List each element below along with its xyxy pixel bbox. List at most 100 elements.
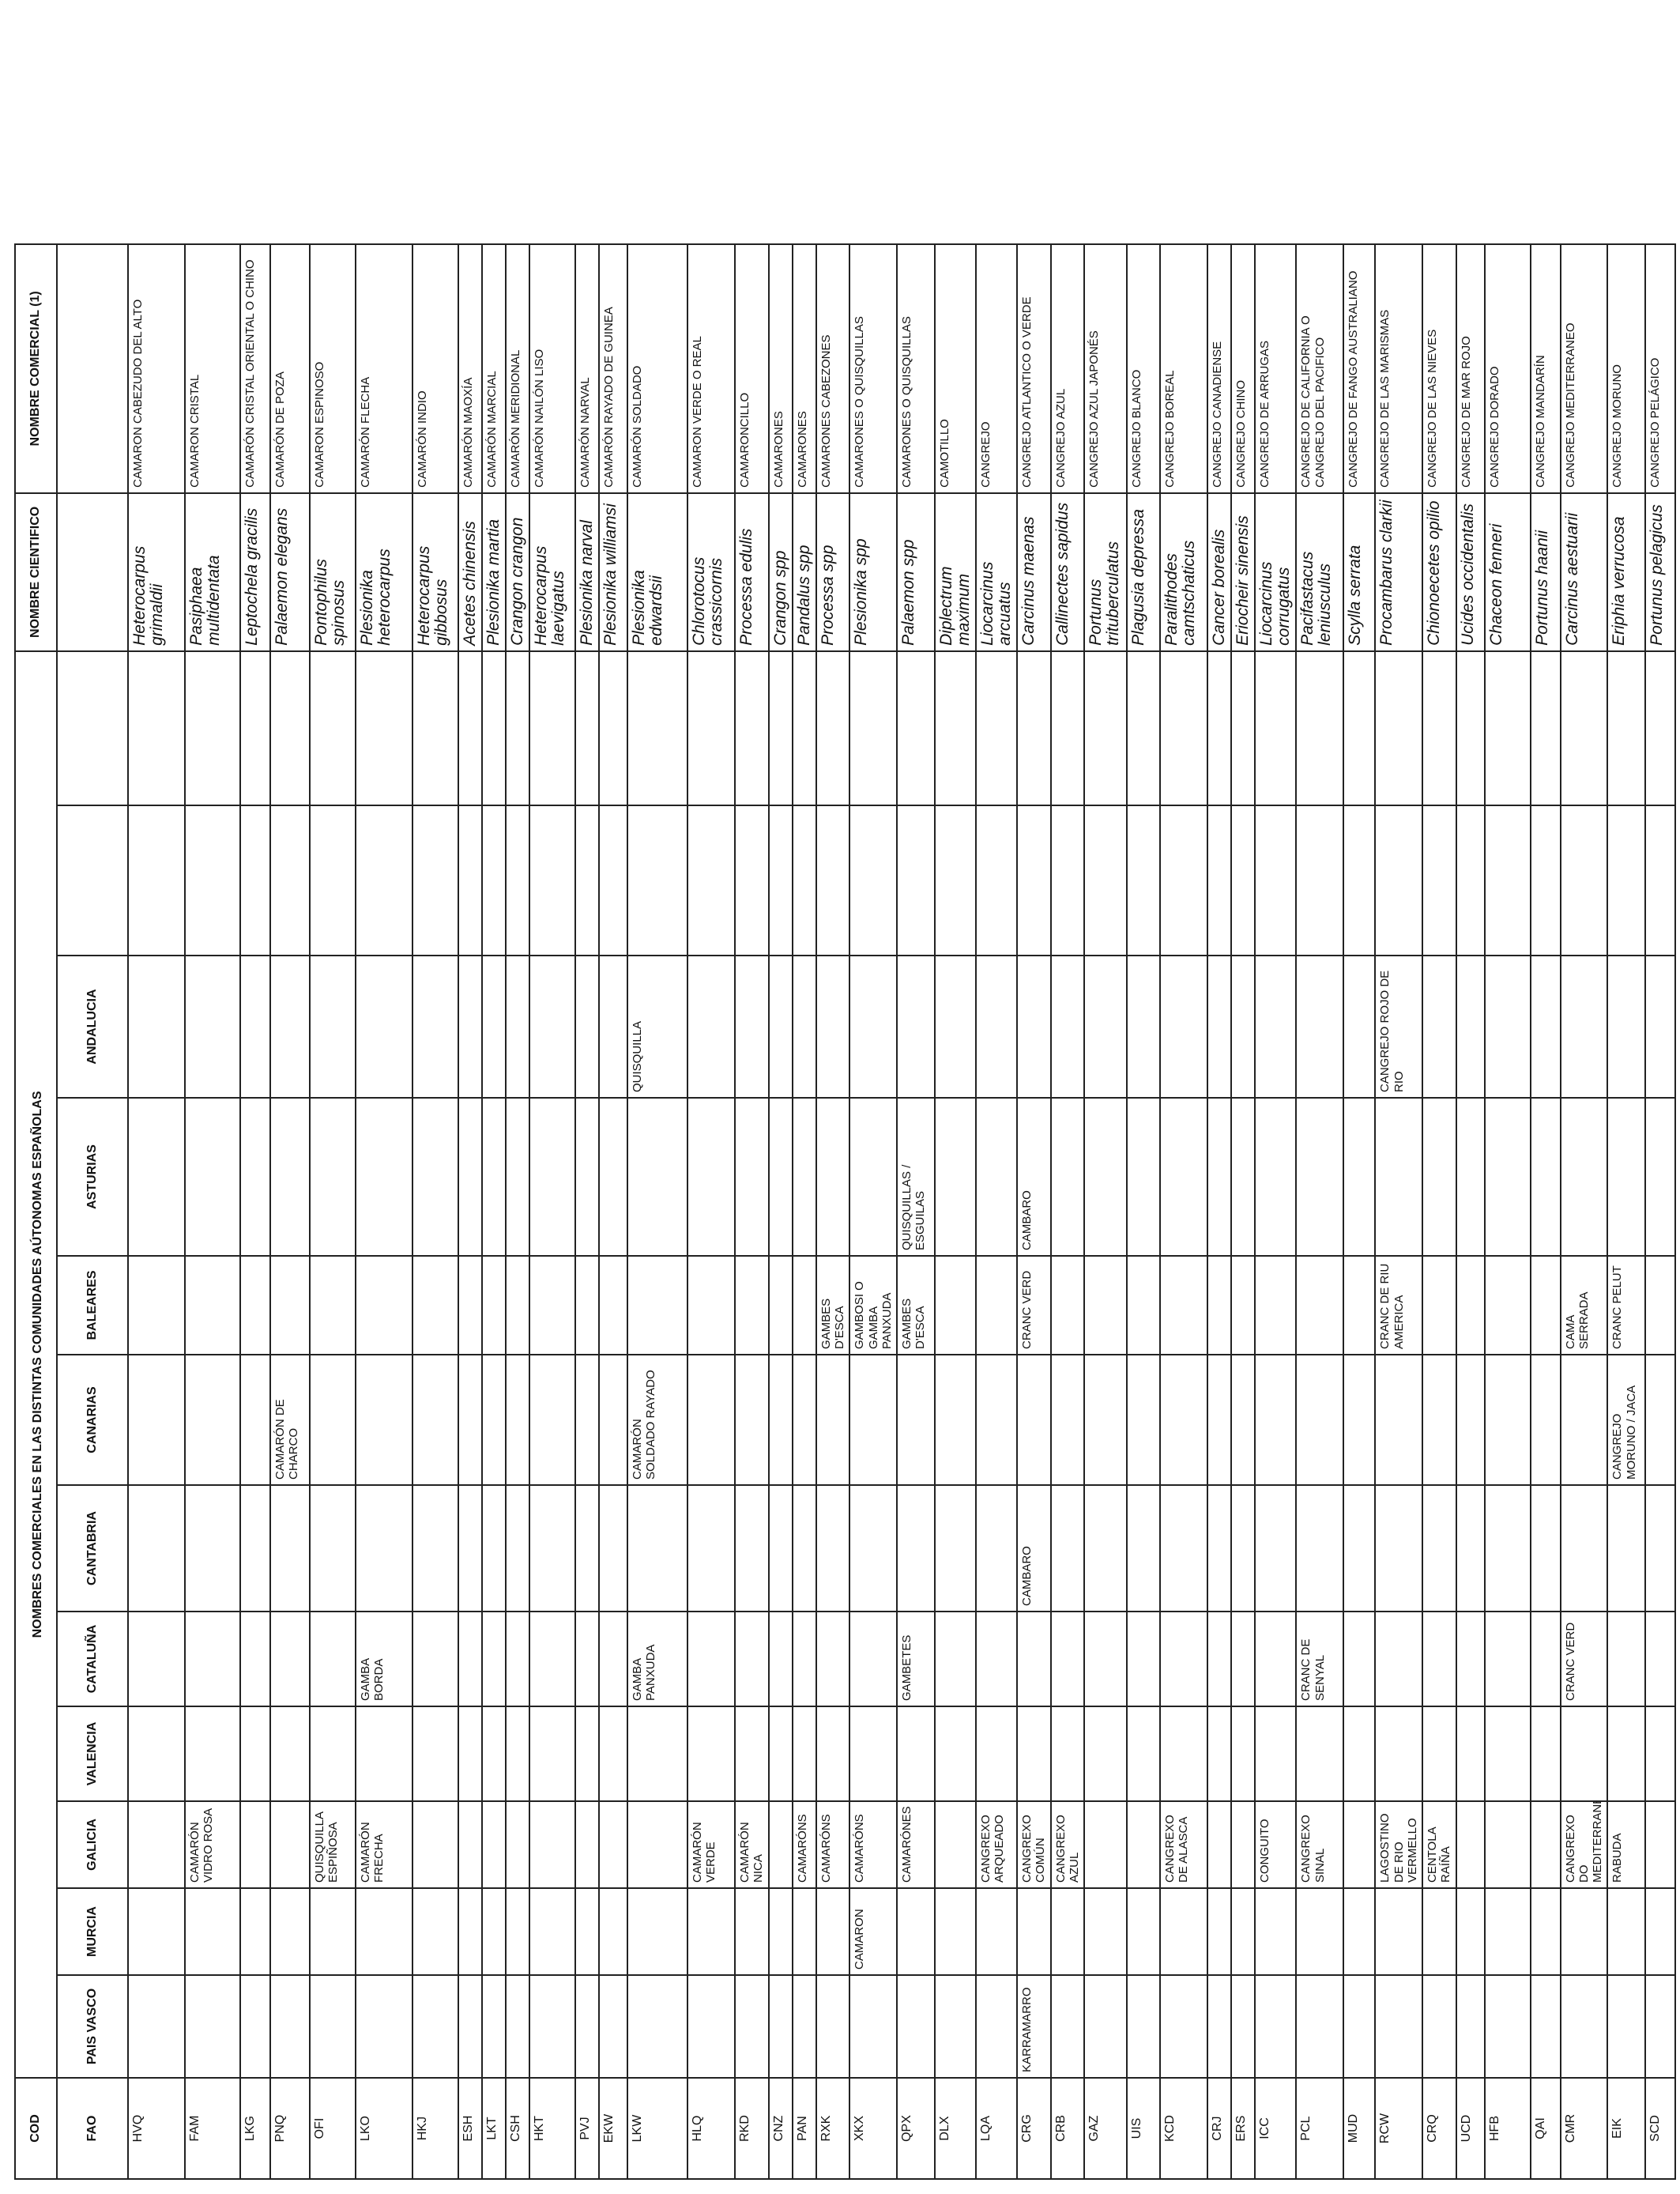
table-row: RXK CAMARÓNS GAMBES D'ESCA Processa spp CAMA…	[816, 0, 850, 2179]
spacer-cell	[575, 805, 600, 956]
regional-name-cell	[1560, 1098, 1608, 1256]
regional-name-cell	[412, 956, 458, 1098]
regional-name-cell: GAMBES D'ESCA	[897, 1256, 936, 1355]
regional-name-cell	[1456, 1975, 1485, 2078]
regional-name-cell	[1231, 1098, 1256, 1256]
scientific-name-cell: Plesionika martia	[482, 492, 507, 651]
regional-name-cell	[1645, 1256, 1676, 1355]
regional-name-cell	[935, 956, 977, 1098]
regional-name-cell: CAMARÓN DE CHARCO	[270, 1355, 310, 1485]
regional-name-cell	[1084, 1098, 1128, 1256]
regional-name-cell: CANGREXO ARQUEADO	[976, 1801, 1018, 1888]
regional-name-cell	[128, 1256, 185, 1355]
scientific-name-cell: Pasiphaea multidentata	[185, 492, 240, 651]
commercial-name-cell: CAMARONES	[792, 243, 816, 493]
regional-name-cell	[128, 1888, 185, 1975]
regional-name-cell	[1645, 1485, 1676, 1612]
regional-name-cell	[1607, 1098, 1646, 1256]
fao-code-cell: CSH	[506, 2078, 530, 2179]
regional-name-cell	[687, 1355, 736, 1485]
regional-name-cell	[458, 1355, 483, 1485]
spacer-cell	[240, 650, 270, 805]
regional-name-cell	[1160, 1098, 1208, 1256]
spacer-cell	[529, 805, 576, 956]
spacer-cell	[356, 805, 412, 956]
regional-name-cell	[1255, 1706, 1297, 1801]
regional-name-cell	[1160, 1888, 1208, 1975]
fao-code-cell: HKT	[529, 2078, 576, 2179]
spacer-cell	[1231, 805, 1256, 956]
header-scientific-spacer	[57, 492, 128, 651]
spacer-cell	[1375, 650, 1423, 805]
header-commercial-name: NOMBRE COMERCIAL (1)	[15, 243, 57, 493]
regional-name-cell	[506, 1355, 530, 1485]
regional-name-cell	[599, 1888, 628, 1975]
scientific-name-cell: Scylla serrata	[1343, 492, 1376, 651]
scientific-name-cell: Plesionika edwardsii	[627, 492, 688, 651]
regional-name-cell	[1231, 1256, 1256, 1355]
regional-name-cell	[627, 1801, 688, 1888]
spacer-cell	[976, 650, 1018, 805]
fao-code-cell: CRG	[1017, 2078, 1051, 2179]
regional-name-cell	[1127, 1706, 1161, 1801]
regional-name-cell	[1050, 1485, 1085, 1612]
regional-name-cell: LAGOSTINO DE RIO VERMELLO	[1375, 1801, 1423, 1888]
regional-name-cell	[1607, 1706, 1646, 1801]
regional-name-cell	[458, 1975, 483, 2078]
regional-name-cell	[1645, 1612, 1676, 1706]
header-region-cataluna: CATALUÑA	[57, 1612, 128, 1706]
regional-name-cell	[1127, 1888, 1161, 1975]
spacer-cell	[768, 805, 793, 956]
regional-name-cell	[1255, 1098, 1297, 1256]
regional-name-cell	[1343, 1612, 1376, 1706]
regional-name-cell	[735, 1975, 769, 2078]
scientific-name-cell: Liocarcinus corrugatus	[1255, 492, 1297, 651]
regional-name-cell	[1050, 1355, 1085, 1485]
regional-name-cell	[482, 1485, 507, 1612]
header-spacer-right	[57, 650, 128, 805]
spacer-cell	[816, 650, 850, 805]
regional-name-cell	[935, 1485, 977, 1612]
regional-name-cell	[506, 956, 530, 1098]
regional-name-cell	[1296, 1706, 1344, 1801]
regional-name-cell	[768, 1485, 793, 1612]
regional-name-cell	[1456, 1098, 1485, 1256]
table-row: LKG Leptochela gracilis CAMARÓN CRISTAL OR…	[240, 0, 270, 2179]
regional-name-cell	[1422, 1256, 1456, 1355]
scientific-name-cell: Procambarus clarkii	[1375, 492, 1423, 651]
regional-name-cell	[185, 1256, 240, 1355]
regional-name-cell	[270, 1975, 310, 2078]
regional-name-cell	[1343, 956, 1376, 1098]
regional-name-cell	[792, 1256, 816, 1355]
scientific-name-cell: Palaemon spp	[897, 492, 936, 651]
scientific-name-cell: Pacifastacus leniusculus	[1296, 492, 1344, 651]
table-row: OFI QUISQUILLA ESPIÑOSA Pontophilus spinos…	[310, 0, 356, 2179]
regional-name-cell	[1127, 956, 1161, 1098]
table-row: EIK RABUDA CANGREJO MORUNO / JACA CRANC PEL…	[1607, 0, 1646, 2179]
regional-name-cell	[482, 1098, 507, 1256]
regional-name-cell: GAMBES D'ESCA	[816, 1256, 850, 1355]
regional-name-cell	[506, 1485, 530, 1612]
regional-name-cell	[412, 1975, 458, 2078]
scientific-name-cell: Acetes chinensis	[458, 492, 483, 651]
regional-name-cell	[687, 1256, 736, 1355]
regional-name-cell	[687, 1888, 736, 1975]
regional-name-cell: CAMARON	[849, 1888, 898, 1975]
fao-code-cell: XKX	[849, 2078, 898, 2179]
commercial-name-cell: CANGREJO CANADIENSE	[1207, 243, 1232, 493]
fao-code-cell: LKT	[482, 2078, 507, 2179]
regional-name-cell	[1231, 1485, 1256, 1612]
spacer-cell	[128, 650, 185, 805]
regional-name-cell	[935, 1975, 977, 2078]
header-region-murcia: MURCIA	[57, 1888, 128, 1975]
scientific-name-cell: Heterocarpus laevigatus	[529, 492, 576, 651]
spacer-cell	[1050, 805, 1085, 956]
regional-name-cell	[897, 1888, 936, 1975]
regional-name-cell: CAMARÓNS	[792, 1801, 816, 1888]
regional-name-cell	[458, 956, 483, 1098]
fao-code-cell: EIK	[1607, 2078, 1646, 2179]
regional-name-cell	[687, 1485, 736, 1612]
table-row: CNZ Crangon spp CAMARONES	[768, 0, 793, 2179]
regional-name-cell: CRANC VERD	[1560, 1612, 1608, 1706]
regional-name-cell: CANGREXO DE ALASCA	[1160, 1801, 1208, 1888]
